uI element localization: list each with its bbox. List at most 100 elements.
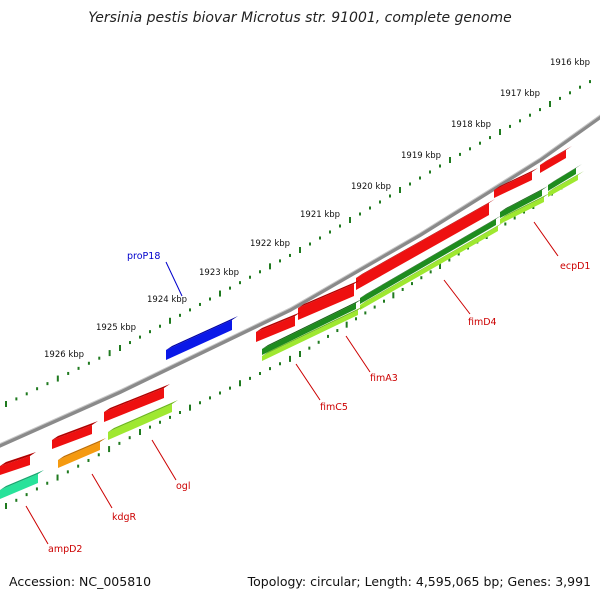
- gene-fimd4-red: [356, 199, 495, 290]
- callout-kdgr: [91, 473, 113, 509]
- gene-fimd4-lime: [360, 222, 504, 310]
- minor-tick: [429, 270, 432, 274]
- major-tick: [449, 157, 451, 163]
- minor-tick: [66, 470, 69, 474]
- major-tick: [299, 247, 301, 253]
- callout-ogl: [151, 439, 177, 481]
- gene-ecpd1-red: [540, 146, 572, 173]
- minor-tick: [539, 108, 541, 112]
- minor-tick: [159, 420, 161, 424]
- gene-fimd4-lime3: [500, 193, 550, 224]
- major-tick: [289, 355, 291, 362]
- minor-tick: [364, 311, 367, 315]
- minor-tick: [319, 236, 321, 240]
- ruler-labels: 1916 kbp 1917 kbp 1918 kbp 1919 kbp 1920 kbp…: [44, 58, 590, 360]
- minor-tick: [239, 281, 241, 285]
- gene-label-prop18[interactable]: proP18: [127, 251, 160, 262]
- gene-label-fima3[interactable]: fimA3: [370, 373, 398, 384]
- minor-tick: [579, 85, 581, 89]
- minor-tick: [35, 487, 38, 491]
- gene-ampd2-teal: [0, 470, 44, 499]
- gene-fimc5-lime: [262, 306, 364, 361]
- gene-label-fimd4[interactable]: fimD4: [468, 317, 497, 328]
- topology-summary: Topology: circular; Length: 4,595,065 bp…: [247, 574, 591, 589]
- gene-ogl-lime: [108, 400, 178, 440]
- minor-tick: [411, 282, 413, 286]
- minor-tick: [128, 436, 131, 440]
- minor-tick: [87, 458, 90, 462]
- minor-tick: [420, 276, 423, 280]
- major-tick: [169, 317, 171, 324]
- minor-tick: [159, 324, 161, 328]
- minor-tick: [519, 119, 521, 123]
- callout-fimd4: [443, 279, 471, 315]
- minor-tick: [129, 341, 131, 345]
- gene-fima3-red: [298, 280, 360, 320]
- minor-tick: [369, 206, 371, 210]
- minor-tick: [429, 170, 431, 174]
- minor-tick: [139, 335, 141, 339]
- minor-tick: [189, 308, 191, 312]
- minor-tick: [25, 493, 28, 497]
- minor-tick: [118, 441, 121, 445]
- gene-prop18-blue: [166, 316, 238, 360]
- minor-tick: [513, 216, 516, 220]
- ruler-label: 1919 kbp: [401, 151, 441, 161]
- minor-tick: [229, 286, 231, 290]
- major-tick: [5, 401, 7, 407]
- ruler-label: 1918 kbp: [451, 120, 491, 130]
- gene-label-ampd2[interactable]: ampD2: [48, 544, 82, 555]
- map-title: Yersinia pestis biovar Microtus str. 910…: [88, 10, 512, 26]
- minor-tick: [249, 275, 251, 279]
- minor-tick: [529, 113, 531, 117]
- ruler-label: 1921 kbp: [300, 210, 340, 220]
- minor-tick: [87, 361, 90, 365]
- minor-tick: [199, 302, 201, 306]
- major-tick: [219, 290, 221, 297]
- minor-tick: [179, 313, 181, 317]
- gene-fimd4-green: [360, 215, 502, 304]
- minor-tick: [373, 305, 376, 309]
- minor-tick: [504, 222, 507, 226]
- minor-tick: [15, 498, 18, 502]
- minor-tick: [46, 481, 49, 485]
- major-tick: [5, 503, 7, 509]
- major-tick: [239, 380, 241, 387]
- minor-tick: [308, 346, 311, 350]
- major-tick: [399, 187, 401, 193]
- gene-ogl-red: [104, 384, 170, 422]
- gene-label-ecpd1[interactable]: ecpD1: [560, 261, 590, 272]
- callout-fimc5: [295, 363, 321, 401]
- minor-tick: [149, 330, 151, 334]
- major-tick: [349, 217, 351, 223]
- ruler-label: 1925 kbp: [96, 323, 136, 333]
- callout-prop18: [165, 261, 183, 297]
- ruler-label: 1917 kbp: [500, 89, 540, 99]
- gene-ecpd1-green: [548, 164, 582, 191]
- gene-label-fimc5[interactable]: fimC5: [320, 402, 348, 413]
- minor-tick: [77, 464, 80, 468]
- minor-tick: [469, 147, 471, 151]
- minor-tick: [317, 340, 320, 344]
- minor-tick: [289, 253, 291, 257]
- major-tick: [439, 263, 441, 269]
- gene-label-ogl[interactable]: ogl: [176, 481, 190, 492]
- minor-tick: [149, 425, 151, 429]
- callout-fima3: [345, 335, 371, 373]
- gene-red-1: [494, 168, 538, 198]
- gene-label-kdgr[interactable]: kdgR: [112, 512, 137, 523]
- minor-tick: [209, 396, 211, 400]
- minor-tick: [46, 382, 49, 386]
- minor-tick: [179, 411, 181, 414]
- major-tick: [56, 375, 59, 382]
- minor-tick: [15, 397, 18, 401]
- gene-ampd2-red: [0, 452, 36, 475]
- minor-tick: [199, 401, 201, 405]
- minor-tick: [209, 297, 211, 301]
- gene-kdgr-orange: [58, 438, 106, 468]
- minor-tick: [36, 387, 39, 391]
- ruler-label: 1922 kbp: [250, 239, 290, 249]
- accession-text: Accession: NC_005810: [9, 574, 152, 589]
- gene-labels: proP18 ecpD1 fimD4 fimA3 fimC5 ogl kdgR ampD2: [48, 251, 590, 555]
- minor-tick: [97, 453, 100, 457]
